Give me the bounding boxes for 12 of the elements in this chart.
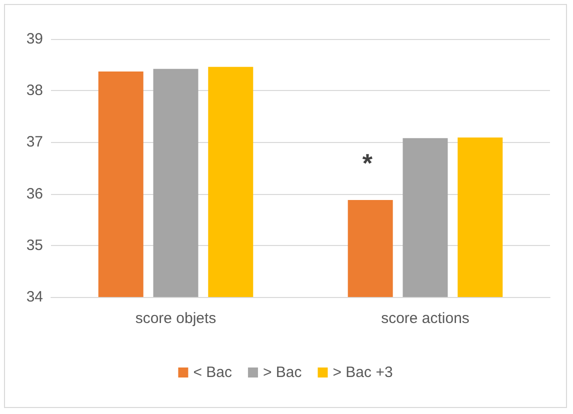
y-tick-label: 39 [26, 30, 43, 48]
y-tick-label: 38 [26, 82, 43, 100]
y-tick-label: 36 [26, 185, 43, 202]
legend-label: < Bac [193, 364, 232, 381]
y-tick-label: 35 [26, 236, 43, 254]
y-tick-label: 37 [26, 134, 43, 151]
legend-label: > Bac [262, 364, 302, 381]
legend-label: > Bac +3 [332, 364, 393, 381]
y-tick-label: 34 [26, 288, 43, 306]
annotation: * [362, 148, 374, 178]
x-tick-label: score actions [381, 310, 470, 327]
x-tick-label: score objets [135, 310, 216, 327]
